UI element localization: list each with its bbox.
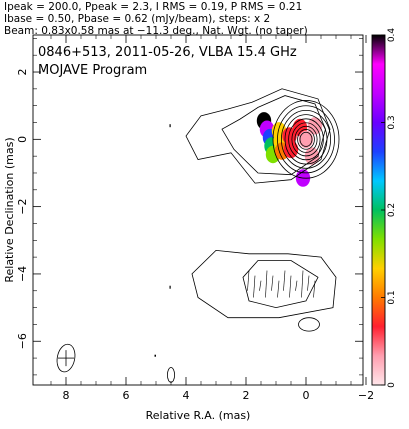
core-contour-2 xyxy=(280,109,331,169)
axes-layer: 8 6 4 2 0 −2 2 0 −2 −4 −6 xyxy=(16,35,374,402)
x-tick-label-4: 0 xyxy=(303,389,310,402)
evpa-stick-6 xyxy=(283,270,286,291)
y-tick-label-4: −6 xyxy=(16,333,29,349)
core-contour-0 xyxy=(272,100,340,179)
map-layer xyxy=(56,88,340,383)
colorbar-tick-label-4: 0.4 xyxy=(387,28,397,43)
header-line-3: Beam: 0.83x0.58 mas at −11.3 deg., Nat. … xyxy=(4,25,308,37)
x-tick-label-0: 8 xyxy=(63,389,70,402)
noise-island-3 xyxy=(169,124,171,128)
beam-ellipse xyxy=(56,343,76,373)
map-subtitle: MOJAVE Program xyxy=(38,63,147,78)
evpa-stick-9 xyxy=(301,270,304,298)
x-tick-label-3: 2 xyxy=(243,389,250,402)
evpa-stick-2 xyxy=(259,280,262,291)
core-contour-3 xyxy=(284,114,328,165)
header-line-2: Ibase = 0.50, Pbase = 0.62 (mJy/beam), s… xyxy=(4,13,270,25)
core-contour-5 xyxy=(291,122,321,157)
x-tick-label-2: 4 xyxy=(183,389,190,402)
evpa-stick-4 xyxy=(271,275,274,291)
colorbar-tick-label-0: 0 xyxy=(387,382,397,388)
y-tick-label-3: −4 xyxy=(16,266,29,282)
pol-pixel-12 xyxy=(307,117,323,135)
evpa-stick-5 xyxy=(277,280,280,298)
evpa-stick-10 xyxy=(307,275,310,291)
x-tick-label-1: 6 xyxy=(123,389,130,402)
y-tick-label-1: 0 xyxy=(16,136,29,143)
core-contour-6 xyxy=(294,125,318,153)
y-tick-label-2: −2 xyxy=(16,199,29,215)
outer-contour xyxy=(185,88,331,184)
core-contour-7 xyxy=(297,129,315,150)
colorbar-ticks: 0 0.1 0.2 0.3 0.4 xyxy=(381,28,397,388)
second-contour xyxy=(221,95,326,176)
lower-outer-contour xyxy=(191,249,337,319)
y-tick-label-0: 2 xyxy=(16,69,29,76)
lower-small-contour xyxy=(298,317,320,332)
noise-island-4 xyxy=(169,285,171,289)
evpa-stick-7 xyxy=(289,275,292,298)
x-tick-label-5: −2 xyxy=(358,389,374,402)
header-line-1: Ipeak = 200.0, Ppeak = 2.3, I RMS = 0.19… xyxy=(4,1,302,13)
plot-frame xyxy=(32,34,364,386)
colorbar-tick-label-2: 0.2 xyxy=(387,203,397,217)
pol-pixel-11 xyxy=(298,130,314,149)
evpa-stick-1 xyxy=(253,275,256,298)
colorbar-tick-label-1: 0.1 xyxy=(387,290,397,304)
colorbar-tick-label-3: 0.3 xyxy=(387,115,397,129)
core-contour-1 xyxy=(277,105,335,174)
core-contour-4 xyxy=(288,118,324,161)
x-axis-label: Relative R.A. (mas) xyxy=(146,409,251,422)
map-title: 0846+513, 2011-05-26, VLBA 15.4 GHz xyxy=(38,45,297,60)
lower-inner-contour xyxy=(242,260,319,309)
core-contour-8 xyxy=(299,131,313,147)
y-axis-label: Relative Declination (mas) xyxy=(3,137,16,282)
evpa-stick-3 xyxy=(265,270,268,298)
noise-island-2 xyxy=(154,354,156,357)
evpa-stick-0 xyxy=(247,270,250,291)
evpa-stick-11 xyxy=(313,280,316,298)
noise-island-1 xyxy=(166,367,175,383)
evpa-stick-8 xyxy=(295,280,298,291)
